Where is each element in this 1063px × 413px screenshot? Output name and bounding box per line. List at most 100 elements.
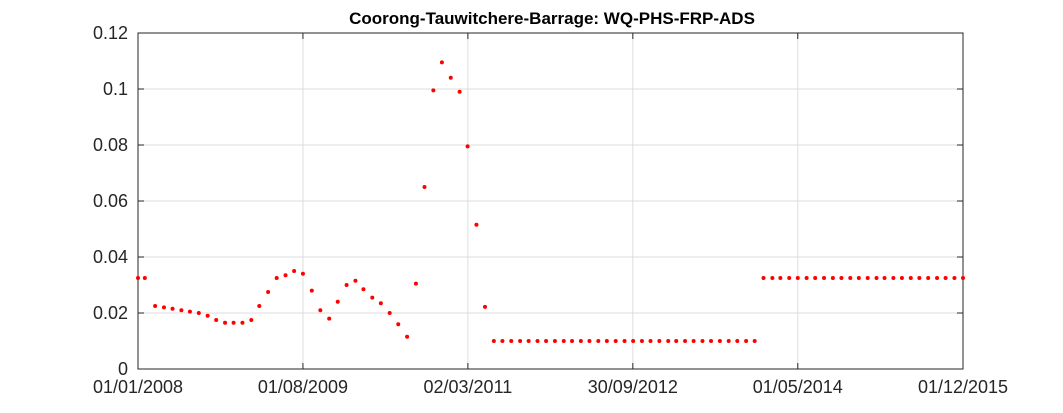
data-point [344, 283, 349, 287]
data-point [717, 339, 722, 343]
data-point [266, 290, 271, 294]
data-point [552, 339, 557, 343]
data-point [500, 339, 505, 343]
data-point [431, 88, 436, 93]
data-point [161, 305, 166, 310]
data-point [830, 276, 835, 280]
y-tick-label: 0.1 [103, 79, 128, 99]
grid [138, 33, 963, 369]
data-point [770, 276, 775, 280]
data-point [370, 295, 375, 300]
data-point [761, 276, 766, 280]
data-point [943, 276, 948, 280]
data-point [327, 316, 332, 321]
data-point [257, 304, 262, 308]
data-point [387, 311, 392, 315]
x-axis-ticks: 01/01/2008 01/08/2009 02/03/2011 30/09/2012… [93, 33, 1008, 397]
data-point [657, 339, 662, 343]
y-tick-label: 0.02 [93, 303, 128, 323]
y-tick-label: 0.06 [93, 191, 128, 211]
data-point [795, 276, 800, 280]
y-axis-ticks: 0 0.02 0.04 0.06 0.08 0.1 0.12 [93, 23, 963, 379]
y-tick-label: 0.08 [93, 135, 128, 155]
data-point [448, 75, 453, 80]
data-point [935, 276, 940, 280]
x-tick-label: 01/08/2009 [258, 377, 348, 397]
data-point [405, 334, 410, 339]
x-tick-label: 01/05/2014 [753, 377, 843, 397]
x-tick-label: 01/12/2015 [918, 377, 1008, 397]
data-point [214, 318, 219, 322]
data-point [570, 339, 575, 343]
data-point [596, 339, 601, 343]
data-point [683, 339, 688, 343]
data-point [309, 288, 314, 293]
data-point [726, 339, 731, 343]
data-point [223, 320, 228, 325]
data-point [874, 276, 879, 280]
data-point [839, 276, 844, 280]
data-point [674, 339, 679, 343]
y-tick-label: 0.12 [93, 23, 128, 43]
data-point [639, 339, 644, 343]
data-point [274, 276, 279, 280]
data-point [882, 276, 887, 280]
data-point [283, 273, 288, 278]
data-point [891, 276, 896, 280]
data-point [804, 276, 809, 280]
data-point [752, 339, 757, 343]
data-point [865, 276, 870, 280]
x-tick-label: 30/09/2012 [588, 377, 678, 397]
data-point [300, 271, 305, 276]
x-tick-label: 02/03/2011 [424, 377, 513, 397]
y-tick-label: 0.04 [93, 247, 128, 267]
data-point [961, 276, 965, 280]
data-point [483, 304, 488, 309]
data-point [787, 276, 792, 280]
data-point [474, 222, 479, 227]
data-point [509, 339, 514, 343]
data-point [491, 339, 496, 343]
data-point [822, 276, 827, 280]
data-point [378, 301, 383, 306]
data-point [952, 276, 957, 280]
data-point [578, 339, 583, 343]
data-point [196, 311, 201, 315]
data-point [622, 339, 627, 343]
data-point [561, 339, 566, 343]
data-point [231, 320, 236, 325]
data-point [744, 339, 749, 343]
data-point [917, 276, 922, 280]
data-point [908, 276, 913, 280]
data-point [396, 322, 401, 327]
data-point [848, 276, 853, 280]
data-point [899, 276, 904, 280]
data-point [153, 304, 158, 308]
data-point [170, 306, 175, 311]
data-point [604, 339, 609, 343]
data-point [361, 287, 366, 292]
data-point [187, 309, 192, 314]
data-point [813, 276, 818, 280]
data-point [422, 185, 427, 189]
data-point [544, 339, 549, 343]
data-point [587, 339, 592, 343]
data-point [856, 276, 861, 280]
x-tick-label: 01/01/2008 [93, 377, 183, 397]
data-points [136, 60, 965, 343]
data-point [735, 339, 740, 343]
data-point [700, 339, 705, 343]
data-point [318, 308, 323, 313]
chart-title: Coorong-Tauwitchere-Barrage: WQ-PHS-FRP-… [349, 9, 755, 28]
data-point [526, 339, 531, 343]
data-point [648, 339, 653, 343]
data-point [205, 313, 210, 318]
data-point [240, 320, 245, 325]
data-point [439, 60, 444, 65]
data-point [292, 269, 297, 273]
data-point [457, 89, 462, 94]
data-point [709, 339, 714, 343]
data-point [136, 276, 140, 280]
data-point [926, 276, 931, 280]
